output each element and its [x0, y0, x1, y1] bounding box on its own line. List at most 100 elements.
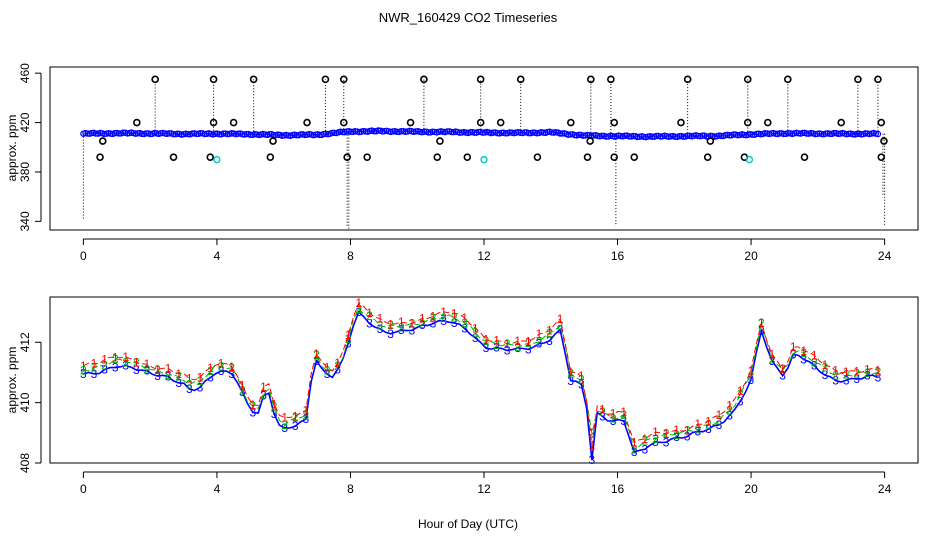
series-1-marker: 1 [493, 334, 500, 348]
series-1-marker: 1 [260, 380, 267, 394]
series-3-marker: 3 [154, 369, 161, 383]
series-2-line [83, 308, 879, 451]
series-2-marker: 2 [493, 338, 500, 352]
series-3-marker: 3 [800, 353, 807, 367]
series-3-marker: 3 [684, 430, 691, 444]
series-3-marker: 3 [408, 323, 415, 337]
series-1-marker: 1 [419, 311, 426, 325]
series-1-marker: 1 [250, 398, 257, 412]
series-3-marker: 3 [197, 380, 204, 394]
top-outlier-point [98, 137, 107, 145]
top-outlier-point [837, 118, 846, 127]
series-2-marker: 2 [80, 364, 87, 378]
series-1-marker: 1 [303, 403, 310, 417]
series-3-marker: 3 [281, 421, 288, 435]
series-2-marker: 2 [747, 369, 754, 383]
top-outlier-point [209, 118, 218, 127]
series-2-marker: 2 [355, 302, 362, 316]
series-3-marker: 3 [292, 419, 299, 433]
series-1-marker: 1 [91, 357, 98, 371]
series-1-marker: 1 [430, 310, 437, 324]
top-data-point [703, 133, 710, 140]
top-data-point [220, 130, 227, 137]
top-outlier-point [339, 75, 348, 84]
series-1-marker: 1 [366, 306, 373, 320]
top-data-point [471, 129, 478, 136]
series-3-marker: 3 [747, 373, 754, 387]
series-3-marker: 3 [387, 327, 394, 341]
series-1-marker: 1 [567, 365, 574, 379]
series-2-marker: 2 [694, 422, 701, 436]
top-y-axis-label: approx. ppm [5, 115, 19, 182]
top-data-point [393, 128, 401, 136]
series-1-marker: 1 [387, 317, 394, 331]
top-outlier-point [96, 153, 104, 161]
series-2-marker: 2 [610, 412, 617, 426]
top-outlier-point [607, 75, 615, 84]
series-1-marker: 1 [536, 327, 543, 341]
series-1-marker: 1 [112, 351, 119, 365]
series-3-line [83, 310, 879, 461]
top-outlier-point [266, 153, 275, 161]
top-data-point [648, 133, 656, 140]
top-outlier-point [880, 137, 888, 145]
series-3-marker: 3 [705, 422, 712, 436]
top-outlier-point [877, 118, 886, 127]
top-data-point [799, 129, 806, 137]
series-3-marker: 3 [853, 372, 860, 386]
top-data-point [575, 131, 583, 139]
series-1-marker: 1 [334, 356, 341, 370]
top-plot: 0 4 8 12 16 20 24 340 380 420 460 [18, 63, 892, 263]
top-outlier-point [587, 75, 595, 84]
top-x-tick-label: 8 [347, 249, 354, 263]
series-3-marker: 3 [260, 389, 267, 403]
series-3-marker: 3 [186, 382, 193, 396]
series-3-marker: 3 [875, 371, 882, 385]
top-data-point [193, 130, 200, 138]
series-3-marker: 3 [737, 395, 744, 409]
top-outlier-point [783, 75, 792, 84]
series-1-marker: 1 [726, 398, 733, 412]
series-3-marker: 3 [610, 414, 617, 428]
top-data-point [776, 130, 783, 137]
series-1-marker: 1 [875, 363, 882, 377]
top-outlier-point [433, 153, 442, 161]
series-2-marker: 2 [567, 366, 574, 380]
series-3-marker: 3 [726, 408, 733, 422]
series-1-marker: 1 [684, 423, 691, 437]
series-2-marker: 2 [536, 335, 543, 349]
series-2-marker: 2 [91, 361, 98, 375]
series-1-marker: 1 [377, 312, 384, 326]
top-data-point [830, 129, 838, 137]
series-2-marker: 2 [514, 340, 521, 354]
series-3-marker: 3 [377, 322, 384, 336]
series-1-marker: 1 [769, 347, 776, 361]
top-data-point [653, 132, 660, 140]
series-2-marker: 2 [281, 418, 288, 432]
series-1-marker: 1 [472, 321, 479, 335]
top-data-point [370, 128, 378, 135]
series-2-marker: 2 [366, 309, 373, 323]
series-1-marker: 1 [133, 356, 140, 370]
series-3-marker: 3 [599, 409, 606, 423]
series-1-marker: 1 [546, 324, 553, 338]
series-1-marker: 1 [154, 362, 161, 376]
top-x-tick-label: 16 [611, 249, 625, 263]
series-2-marker: 2 [684, 424, 691, 438]
top-outlier-point [321, 75, 330, 84]
top-data-point [444, 128, 451, 135]
series-3-marker: 3 [483, 341, 490, 355]
series-2-marker: 2 [822, 361, 829, 375]
series-1-marker: 1 [80, 359, 87, 373]
top-data-point [448, 128, 455, 136]
top-data-point [297, 131, 305, 138]
series-2-marker: 2 [175, 370, 182, 384]
bottom-x-tick-label: 20 [744, 482, 758, 496]
series-2-marker: 2 [461, 316, 468, 330]
series-3-marker: 3 [546, 334, 553, 348]
top-data-point [293, 132, 300, 139]
series-1-marker: 1 [504, 337, 511, 351]
series-3-marker: 3 [250, 405, 257, 419]
